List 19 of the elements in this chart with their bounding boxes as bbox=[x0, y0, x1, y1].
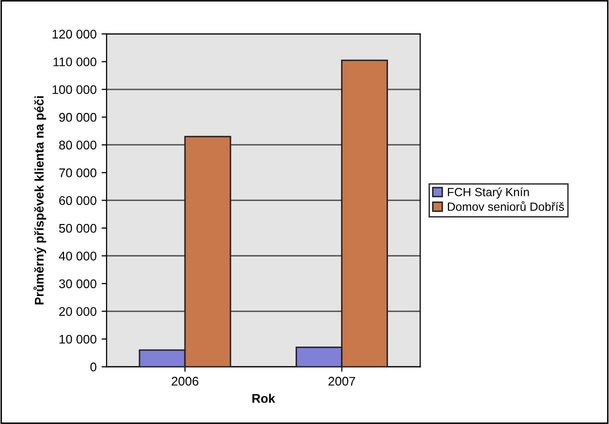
legend-label: Domov seniorů Dobříš bbox=[448, 201, 564, 211]
y-tick-label: 10 000 bbox=[60, 334, 96, 344]
y-tick-label: 80 000 bbox=[59, 140, 96, 150]
x-tick-label: 2007 bbox=[328, 376, 356, 386]
y-tick-label: 40 000 bbox=[58, 252, 96, 260]
x-tick-label: 2006 bbox=[172, 376, 198, 386]
y-axis-title: Průměrný příspěvek klienta na péči bbox=[33, 96, 46, 304]
x-axis-title: Rok bbox=[252, 394, 276, 403]
y-tick-label: 60 000 bbox=[59, 196, 96, 205]
y-tick-label: 90 000 bbox=[59, 112, 96, 122]
y-tick-label: 20 000 bbox=[59, 307, 96, 316]
y-tick-label: 70 000 bbox=[59, 168, 96, 178]
y-tick-label: 100 000 bbox=[52, 85, 96, 94]
y-tick-label: 0 bbox=[90, 362, 96, 372]
y-tick-label: 120 000 bbox=[52, 30, 96, 39]
legend-label: FCH Starý Knín bbox=[448, 187, 529, 199]
y-tick-label: 50 000 bbox=[59, 224, 96, 233]
y-tick-label: 30 000 bbox=[59, 279, 96, 288]
y-tick-label: 110 000 bbox=[54, 57, 96, 66]
